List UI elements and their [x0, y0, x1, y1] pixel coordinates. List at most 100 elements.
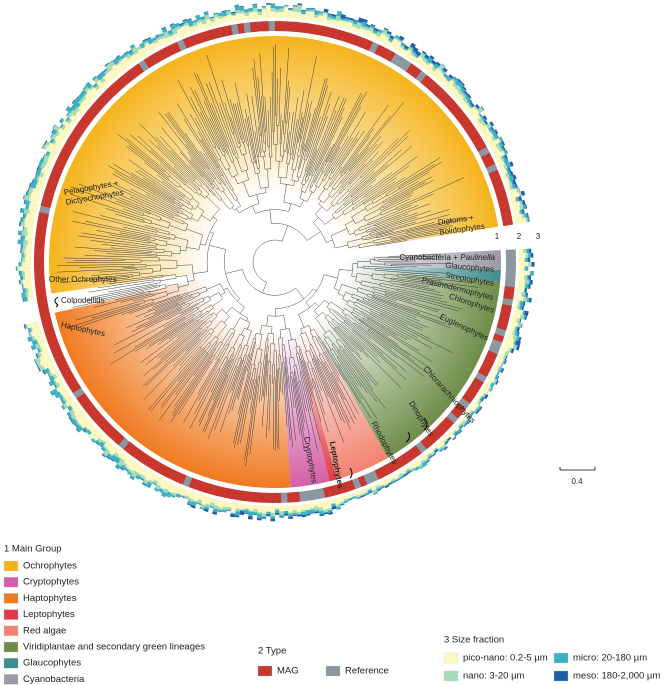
size-ring-cell — [80, 89, 87, 96]
size-ring-cell — [65, 106, 69, 111]
size-ring-cell — [499, 165, 505, 171]
type-ring-cell — [480, 152, 493, 163]
type-ring-cell — [128, 445, 140, 457]
type-ring-cell — [176, 39, 187, 51]
legend-label: Red algae — [23, 625, 66, 636]
size-ring-cell — [54, 394, 57, 399]
size-ring-cell — [35, 353, 39, 359]
clade-sector — [54, 262, 291, 488]
size-ring-cell — [329, 19, 336, 26]
size-ring-cell — [518, 249, 524, 254]
size-ring-cell — [161, 491, 168, 497]
size-ring-cell — [524, 204, 528, 209]
size-ring-cell — [296, 504, 302, 513]
size-ring-cell — [426, 56, 434, 64]
size-ring-cell — [504, 341, 515, 349]
size-ring-cell — [69, 114, 78, 123]
size-ring-cell — [417, 463, 423, 469]
size-ring-cell — [507, 333, 514, 340]
size-ring-cell — [374, 483, 380, 488]
size-ring-cell — [192, 492, 200, 502]
size-ring-cell — [22, 297, 24, 302]
size-ring-cell — [520, 191, 522, 196]
type-ring-cell — [488, 344, 500, 355]
size-ring-cell — [59, 395, 64, 401]
size-ring-cell — [128, 50, 135, 56]
size-ring-cell — [36, 339, 39, 344]
size-ring-cell — [511, 316, 518, 323]
type-ring-cell — [454, 402, 467, 414]
size-ring-cell — [122, 56, 132, 68]
size-ring-cell — [502, 145, 506, 151]
type-ring-cell — [218, 486, 227, 498]
size-ring-cell — [512, 330, 516, 336]
legend-label: Reference — [345, 666, 389, 677]
size-ring-cell — [101, 439, 107, 445]
type-ring-cell — [485, 350, 498, 361]
size-ring-cell — [70, 401, 78, 409]
size-ring-cell — [18, 270, 20, 276]
size-ring-cell — [288, 512, 293, 515]
size-ring-cell — [464, 412, 470, 418]
size-ring-cell — [379, 484, 384, 488]
size-ring-cell — [196, 502, 202, 505]
size-ring-cell — [164, 481, 172, 490]
size-ring-cell — [400, 49, 407, 56]
size-ring-cell — [347, 497, 352, 501]
size-ring-cell — [43, 361, 54, 370]
size-ring-cell — [468, 98, 473, 103]
size-ring-cell — [159, 487, 165, 491]
size-ring-cell — [261, 516, 267, 518]
type-ring-cell — [123, 441, 135, 454]
size-ring-cell — [146, 481, 153, 488]
size-ring-cell — [52, 139, 57, 145]
size-ring-cell — [369, 25, 375, 29]
size-ring-cell — [393, 37, 399, 41]
size-ring-cell — [317, 15, 323, 23]
size-ring-cell — [504, 177, 510, 183]
size-ring-cell — [20, 217, 25, 223]
type-ring-cell — [149, 53, 160, 66]
size-ring-cell — [291, 505, 297, 511]
size-ring-cell — [333, 497, 340, 505]
size-ring-cell — [325, 19, 331, 25]
type-ring-cell — [486, 163, 498, 174]
size-ring-cell — [93, 83, 98, 88]
size-ring-cell — [366, 29, 373, 38]
type-ring-cell — [280, 492, 288, 503]
type-ring-cell — [468, 130, 481, 142]
type-ring-cell — [60, 366, 72, 377]
size-ring-cell — [442, 75, 447, 79]
size-ring-cell — [331, 14, 337, 18]
size-ring-cell — [84, 426, 89, 431]
size-ring-cell — [441, 79, 449, 87]
size-ring-cell — [308, 11, 315, 22]
size-ring-cell — [296, 11, 302, 20]
size-ring-cell — [507, 185, 511, 191]
type-ring-cell — [54, 158, 67, 169]
size-ring-cell — [168, 483, 176, 494]
size-ring-cell — [37, 337, 45, 344]
size-ring-cell — [342, 495, 348, 500]
size-ring-cell — [266, 505, 271, 512]
size-ring-cell — [20, 235, 26, 241]
size-ring-cell — [156, 477, 165, 487]
size-ring-cell — [374, 35, 380, 41]
size-ring-cell — [467, 408, 472, 414]
size-ring-cell — [96, 80, 106, 90]
size-ring-cell — [387, 481, 392, 484]
type-ring-cell — [425, 78, 437, 91]
size-ring-cell — [67, 411, 72, 417]
size-ring-cell — [28, 287, 33, 293]
size-ring-cell — [497, 371, 500, 376]
size-ring-cell — [187, 500, 193, 505]
size-ring-cell — [66, 412, 70, 417]
size-ring-cell — [467, 106, 478, 116]
size-ring-cell — [327, 14, 333, 18]
size-ring-cell — [35, 170, 38, 176]
size-ring-cell — [415, 50, 422, 57]
type-ring-cell — [458, 397, 470, 409]
size-ring-cell — [105, 63, 114, 72]
size-ring-cell — [17, 266, 19, 272]
type-ring-cell — [60, 146, 73, 158]
